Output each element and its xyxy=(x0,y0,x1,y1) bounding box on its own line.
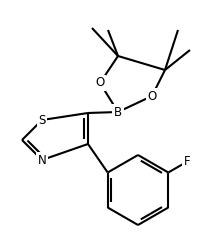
Text: O: O xyxy=(95,76,105,90)
Text: F: F xyxy=(184,155,191,168)
Text: S: S xyxy=(38,114,46,126)
Text: N: N xyxy=(38,154,46,166)
Text: B: B xyxy=(114,105,122,119)
Text: O: O xyxy=(147,90,157,102)
